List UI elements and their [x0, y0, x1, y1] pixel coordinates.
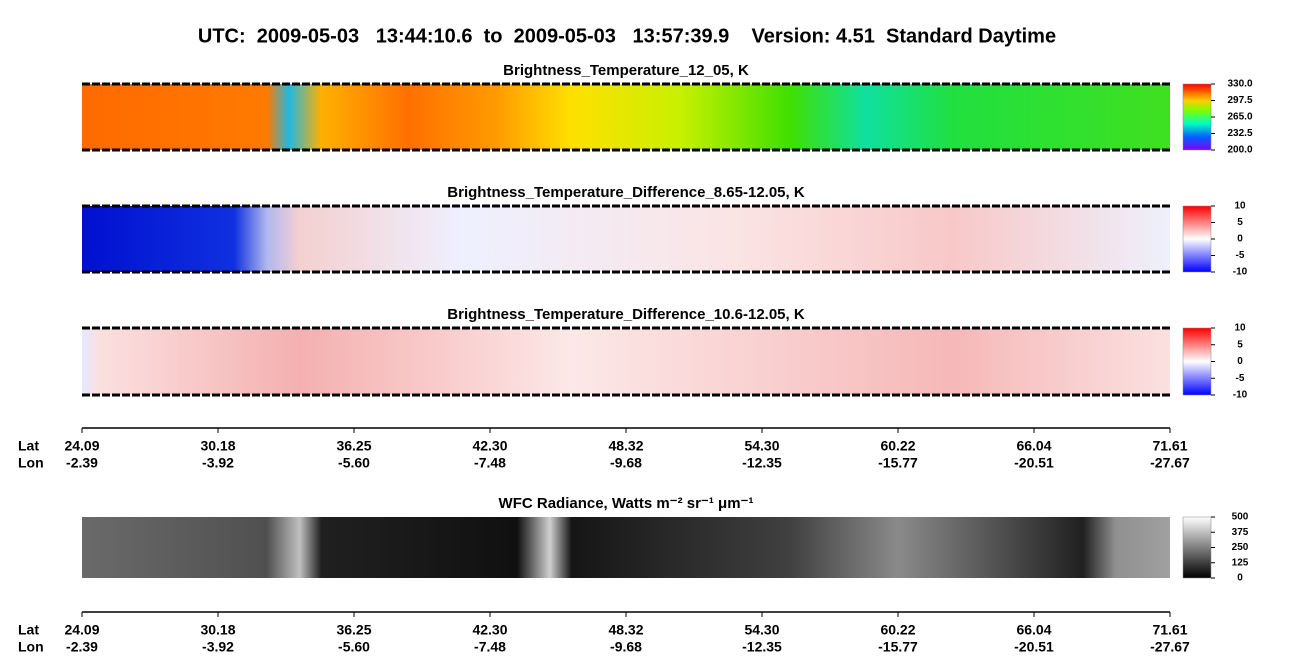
lat-label: 54.30	[744, 438, 779, 454]
lon-label: -12.35	[742, 455, 782, 471]
lat-label: 36.25	[336, 622, 371, 638]
lat-label: 60.22	[880, 438, 915, 454]
panel-title: Brightness_Temperature_12_05, K	[503, 62, 749, 79]
colorbar	[1182, 327, 1212, 396]
panel-title: Brightness_Temperature_Difference_8.65-1…	[447, 184, 805, 201]
panel-title: Brightness_Temperature_Difference_10.6-1…	[447, 306, 805, 323]
colorbar	[1182, 516, 1212, 579]
lon-label: -27.67	[1150, 639, 1190, 655]
axis-label: Lat	[18, 438, 39, 454]
lon-label: -20.51	[1014, 639, 1054, 655]
colorbar-tick-label: 5	[1237, 339, 1243, 350]
lon-label: -9.68	[610, 455, 642, 471]
lat-label: 36.25	[336, 438, 371, 454]
colorbar-tick-label: 297.5	[1227, 95, 1252, 106]
colorbar-tick-label: -10	[1233, 267, 1248, 278]
image	[82, 84, 1170, 150]
colorbar	[1182, 83, 1212, 151]
colorbar-tick-label: 5	[1237, 217, 1243, 228]
figure-title: UTC: 2009-05-03 13:44:10.6 to 2009-05-03…	[198, 25, 1056, 47]
colorbar-tick-label: 265.0	[1227, 112, 1252, 123]
lat-label: 48.32	[608, 622, 643, 638]
colorbar-tick-label: -5	[1236, 373, 1245, 384]
colorbar-tick-label: 0	[1237, 234, 1243, 245]
lon-label: -12.35	[742, 639, 782, 655]
lat-label: 42.30	[472, 438, 507, 454]
axis-label: Lon	[18, 455, 44, 471]
lat-label: 66.04	[1016, 622, 1051, 638]
lon-label: -2.39	[66, 639, 98, 655]
lat-label: 24.09	[64, 622, 99, 638]
lon-label: -15.77	[878, 639, 918, 655]
image	[82, 517, 1170, 578]
colorbar-tick-label: 125	[1232, 557, 1249, 568]
colorbar-tick-label: 0	[1237, 573, 1243, 584]
lon-label: -3.92	[202, 455, 234, 471]
colorbar-tick-label: 232.5	[1227, 128, 1252, 139]
colorbar-tick-label: 200.0	[1227, 145, 1252, 156]
image	[82, 206, 1170, 272]
axis-label: Lat	[18, 622, 39, 638]
lon-label: -5.60	[338, 639, 370, 655]
lat-label: 30.18	[200, 622, 235, 638]
panel-title: WFC Radiance, Watts m⁻² sr⁻¹ μm⁻¹	[499, 495, 754, 512]
lat-label: 24.09	[64, 438, 99, 454]
colorbar-tick-label: -10	[1233, 390, 1248, 401]
lon-label: -15.77	[878, 455, 918, 471]
colorbar-tick-label: -5	[1236, 250, 1245, 261]
colorbar-tick-label: 250	[1232, 542, 1249, 553]
lat-label: 66.04	[1016, 438, 1051, 454]
colorbar-tick-label: 10	[1234, 323, 1246, 334]
image	[82, 328, 1170, 395]
colorbar	[1182, 205, 1212, 273]
lon-label: -7.48	[474, 639, 506, 655]
lon-label: -27.67	[1150, 455, 1190, 471]
lon-label: -7.48	[474, 455, 506, 471]
lat-label: 42.30	[472, 622, 507, 638]
lon-label: -9.68	[610, 639, 642, 655]
lat-label: 71.61	[1152, 438, 1187, 454]
lat-label: 54.30	[744, 622, 779, 638]
lat-label: 30.18	[200, 438, 235, 454]
lon-label: -2.39	[66, 455, 98, 471]
axis-label: Lon	[18, 639, 44, 655]
lat-label: 71.61	[1152, 622, 1187, 638]
colorbar-tick-label: 375	[1232, 527, 1249, 538]
colorbar-tick-label: 0	[1237, 356, 1243, 367]
lat-label: 60.22	[880, 622, 915, 638]
colorbar-tick-label: 10	[1234, 201, 1246, 212]
lat-label: 48.32	[608, 438, 643, 454]
colorbar-tick-label: 500	[1232, 512, 1249, 523]
lon-label: -5.60	[338, 455, 370, 471]
lon-label: -3.92	[202, 639, 234, 655]
colorbar-tick-label: 330.0	[1227, 79, 1252, 90]
lon-label: -20.51	[1014, 455, 1054, 471]
